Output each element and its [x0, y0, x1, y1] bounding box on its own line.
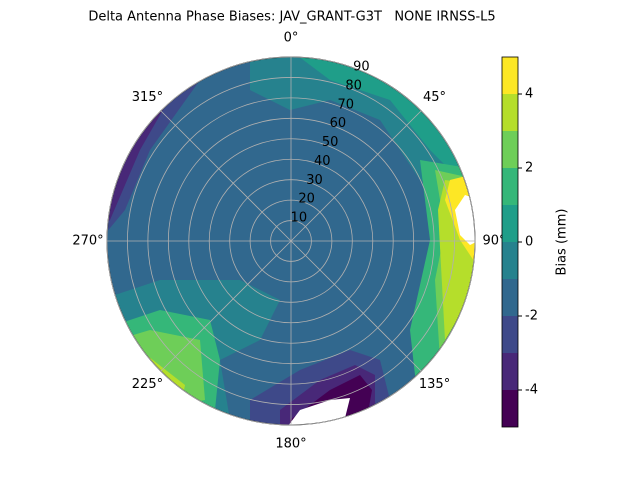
r-tick-label: 70 [337, 97, 354, 112]
colorbar-tick-label: 4 [525, 87, 533, 102]
colorbar-band [502, 316, 518, 353]
grid-spoke [160, 110, 292, 242]
r-tick-label: 80 [345, 78, 362, 93]
r-tick-label: 90 [353, 60, 370, 75]
r-tick-label: 40 [314, 154, 331, 169]
colorbar-band [502, 57, 518, 94]
colorbar-tick-label: -2 [525, 309, 538, 324]
theta-tick-label: 45° [423, 90, 446, 105]
colorbar-band [502, 205, 518, 242]
colorbar-tick-label: -4 [525, 383, 538, 398]
colorbar-band [502, 94, 518, 131]
grid-spoke [290, 240, 422, 372]
grid [106, 56, 476, 426]
chart-title: Delta Antenna Phase Biases: JAV_GRANT-G3… [88, 10, 495, 25]
colorbar-band [502, 131, 518, 168]
colorbar-band [502, 279, 518, 316]
theta-tick-label: 315° [132, 90, 163, 105]
theta-tick-label: 180° [275, 437, 306, 452]
r-tick-label: 10 [291, 211, 308, 226]
grid-spoke [290, 110, 422, 242]
r-tick-label: 20 [298, 192, 315, 207]
theta-tick-label: 225° [132, 377, 163, 392]
theta-tick-label: 90° [482, 234, 505, 249]
colorbar-band [502, 390, 518, 427]
colorbar-tick-label: 0 [525, 235, 533, 250]
colorbar-label: Bias (mm) [555, 209, 570, 276]
r-tick-label: 50 [322, 135, 339, 150]
colorbar-band [502, 168, 518, 205]
r-tick-label: 60 [330, 116, 347, 131]
grid-spoke [160, 240, 292, 372]
colorbar-band [502, 242, 518, 279]
theta-tick-label: 135° [419, 377, 450, 392]
theta-tick-label: 270° [72, 234, 103, 249]
r-tick-label: 30 [306, 173, 323, 188]
colorbar-tick-label: 2 [525, 161, 533, 176]
theta-tick-label: 0° [284, 31, 299, 46]
colorbar-band [502, 353, 518, 390]
